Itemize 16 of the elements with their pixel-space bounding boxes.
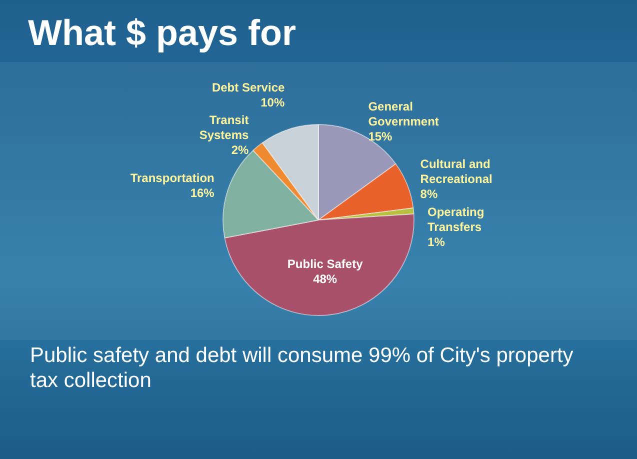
slice-label: General Government (368, 100, 439, 129)
data-label: 16% (190, 186, 215, 200)
data-label: 1% (428, 235, 446, 250)
data-label: 15% (368, 130, 393, 144)
chart-title: What $ pays for (28, 12, 296, 54)
data-label: 48% (313, 272, 338, 286)
slice-label: Transportation (130, 170, 214, 185)
slice-label: Public Safety (287, 256, 364, 271)
slice-label: Transit Systems (199, 112, 250, 142)
data-label: 2% (231, 142, 250, 157)
slice-label: Cultural and Recreational (420, 157, 492, 186)
data-label: 8% (420, 187, 438, 202)
slice-label: Debt Service (212, 80, 285, 95)
slice-label: Operating Transfers (428, 205, 484, 234)
text: Public safety and debt will consume 99% of City's property tax collection (30, 343, 574, 393)
data-label: 10% (260, 96, 285, 110)
